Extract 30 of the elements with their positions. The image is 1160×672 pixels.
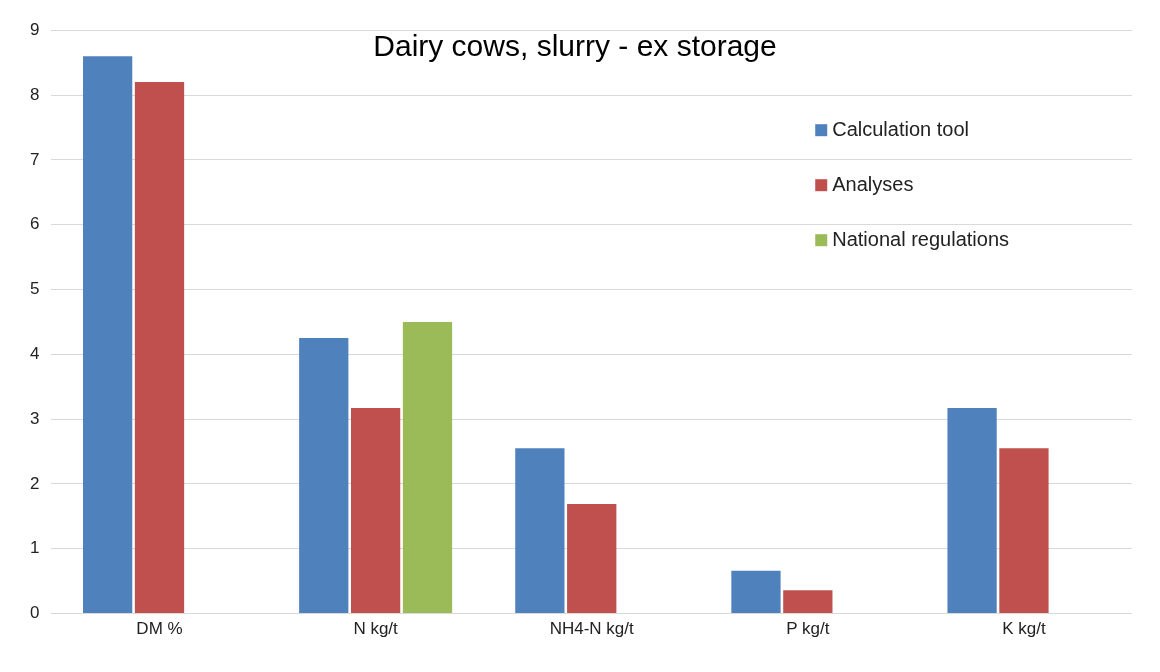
bar [350, 408, 401, 614]
x-tick-label: N kg/t [353, 619, 399, 639]
bar [731, 570, 781, 614]
y-tick-label: 6 [29, 214, 40, 234]
x-tick-label: P kg/t [786, 619, 830, 639]
x-tick-label: NH4-N kg/t [549, 619, 635, 639]
bar [83, 56, 133, 614]
y-tick-label: 2 [29, 473, 40, 493]
y-tick-label: 7 [29, 149, 40, 169]
chart-title: Dairy cows, slurry - ex storage [373, 29, 777, 63]
bar [947, 408, 997, 614]
y-tick-label: 9 [29, 19, 40, 39]
y-tick-label: 8 [29, 84, 40, 104]
y-tick-label: 3 [29, 408, 40, 428]
bar [999, 448, 1049, 614]
bar [567, 504, 617, 614]
y-tick-label: 1 [29, 538, 40, 558]
bar [134, 82, 185, 614]
y-tick-label: 4 [29, 344, 40, 363]
x-tick-label: DM % [136, 619, 183, 639]
bar [402, 321, 453, 614]
y-tick-label: 0 [29, 603, 40, 623]
legend-label: Analyses [832, 172, 914, 195]
legend-label: National regulations [832, 227, 1009, 250]
bar [299, 338, 349, 614]
x-tick-label: K kg/t [1002, 619, 1046, 639]
bar [783, 590, 833, 614]
y-tick-label: 5 [29, 279, 40, 299]
bar [515, 448, 565, 614]
legend-label: Calculation tool [832, 117, 969, 140]
